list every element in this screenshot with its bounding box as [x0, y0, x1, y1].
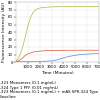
- mAS SPR-323 Monomers (0.1 mg/mL) + mAS SPR-324 Type 1 PFF (0.01 mg/mL): [98, 6, 100, 7]
- mAS SPR-324 Type 1 PFF (0.01 mg/mL): [57, 50, 58, 51]
- mAS SPR-323 Monomers (0.1 mg/mL) + mAS SPR-324 Type 1 PFF (0.01 mg/mL): [25, 35, 26, 36]
- mAS SPR-324 Type 1 PFF (0.01 mg/mL): [86, 50, 88, 51]
- mAS SPR-324 Type 1 PFF (0.01 mg/mL): [51, 50, 52, 51]
- mAS SPR-323 Monomers (0.1 mg/mL) + mAS SPR-324 Type 1 PFF (0.01 mg/mL): [22, 45, 24, 46]
- mAS SPR-323 Monomers (0.1 mg/mL) + mAS SPR-324 Type 1 PFF (0.01 mg/mL): [51, 6, 52, 8]
- mAS SPR-323 Monomers (0.1 mg/mL) + mAS SPR-324 Type 1 PFF (0.01 mg/mL): [63, 6, 64, 7]
- mAS SPR-323 Monomers (0.1 mg/mL): [39, 61, 40, 62]
- mAS SPR-323 Monomers (0.1 mg/mL) + mAS SPR-324 Type 1 PFF (0.01 mg/mL): [45, 7, 46, 8]
- mAS SPR-323 Monomers (0.1 mg/mL): [69, 56, 70, 57]
- mAS SPR-323 Monomers (0.1 mg/mL): [15, 61, 17, 62]
- mAS SPR-323 Monomers (0.1 mg/mL): [63, 57, 64, 58]
- mAS SPR-323 Monomers (0.1 mg/mL) + mAS SPR-324 Type 1 PFF (0.01 mg/mL): [32, 13, 33, 14]
- mAS SPR-323 Monomers (0.1 mg/mL): [27, 61, 28, 62]
- mAS SPR-323 Monomers (0.1 mg/mL) + mAS SPR-324 Type 1 PFF (0.01 mg/mL): [86, 6, 88, 7]
- mAS SPR-324 Type 1 PFF (0.01 mg/mL): [22, 57, 24, 58]
- mAS SPR-323 Monomers (0.1 mg/mL) + mAS SPR-324 Type 1 PFF (0.01 mg/mL): [30, 18, 31, 19]
- mAS SPR-324 Type 1 PFF (0.01 mg/mL): [63, 50, 64, 51]
- mAS SPR-323 Monomers (0.1 mg/mL) + mAS SPR-324 Type 1 PFF (0.01 mg/mL): [75, 6, 76, 7]
- mAS SPR-324 Type 1 PFF (0.01 mg/mL): [27, 53, 28, 54]
- mAS SPR-323 Monomers (0.1 mg/mL): [51, 60, 52, 62]
- mAS SPR-323 Monomers (0.1 mg/mL): [81, 54, 82, 55]
- X-axis label: Time (Minutes): Time (Minutes): [41, 71, 74, 75]
- mAS SPR-323 Monomers (0.1 mg/mL): [98, 53, 100, 54]
- mAS SPR-324 Type 1 PFF (0.01 mg/mL): [45, 50, 46, 51]
- mAS SPR-324 Type 1 PFF (0.01 mg/mL): [98, 50, 100, 51]
- mAS SPR-323 Monomers (0.1 mg/mL): [57, 59, 58, 60]
- mAS SPR-323 Monomers (0.1 mg/mL): [92, 53, 94, 54]
- mAS SPR-323 Monomers (0.1 mg/mL) + mAS SPR-324 Type 1 PFF (0.01 mg/mL): [20, 52, 21, 54]
- Line: mAS SPR-323 Monomers (0.1 mg/mL) + mAS SPR-324 Type 1 PFF (0.01 mg/mL): mAS SPR-323 Monomers (0.1 mg/mL) + mAS S…: [16, 6, 99, 61]
- Y-axis label: Fluorescence Intensity (AU): Fluorescence Intensity (AU): [2, 2, 6, 62]
- mAS SPR-324 Type 1 PFF (0.01 mg/mL): [25, 55, 26, 56]
- mAS SPR-324 Type 1 PFF (0.01 mg/mL): [15, 61, 17, 62]
- mAS SPR-323 Monomers (0.1 mg/mL) + mAS SPR-324 Type 1 PFF (0.01 mg/mL): [39, 7, 40, 9]
- mAS SPR-323 Monomers (0.1 mg/mL) + mAS SPR-324 Type 1 PFF (0.01 mg/mL): [27, 25, 28, 27]
- mAS SPR-323 Monomers (0.1 mg/mL): [33, 61, 34, 62]
- mAS SPR-324 Type 1 PFF (0.01 mg/mL): [39, 50, 40, 52]
- Line: mAS SPR-323 Monomers (0.1 mg/mL): mAS SPR-323 Monomers (0.1 mg/mL): [16, 54, 99, 62]
- mAS SPR-323 Monomers (0.1 mg/mL) + mAS SPR-324 Type 1 PFF (0.01 mg/mL): [37, 8, 38, 9]
- mAS SPR-323 Monomers (0.1 mg/mL): [21, 61, 22, 62]
- mAS SPR-324 Type 1 PFF (0.01 mg/mL): [33, 51, 34, 53]
- mAS SPR-323 Monomers (0.1 mg/mL): [86, 54, 88, 55]
- mAS SPR-323 Monomers (0.1 mg/mL) + mAS SPR-324 Type 1 PFF (0.01 mg/mL): [18, 58, 19, 59]
- mAS SPR-324 Type 1 PFF (0.01 mg/mL): [75, 50, 76, 51]
- mAS SPR-323 Monomers (0.1 mg/mL) + mAS SPR-324 Type 1 PFF (0.01 mg/mL): [34, 10, 36, 11]
- mAS SPR-323 Monomers (0.1 mg/mL) + mAS SPR-324 Type 1 PFF (0.01 mg/mL): [17, 60, 18, 61]
- mAS SPR-323 Monomers (0.1 mg/mL) + mAS SPR-324 Type 1 PFF (0.01 mg/mL): [15, 60, 17, 62]
- Line: mAS SPR-324 Type 1 PFF (0.01 mg/mL): mAS SPR-324 Type 1 PFF (0.01 mg/mL): [16, 50, 99, 62]
- mAS SPR-323 Monomers (0.1 mg/mL): [75, 55, 76, 56]
- Legend: mAS SPR-323 Monomers (0.1 mg/mL), mAS SPR-324 Type 1 PFF (0.01 mg/mL), mAS SPR-3: mAS SPR-323 Monomers (0.1 mg/mL), mAS SP…: [0, 81, 100, 99]
- mAS SPR-323 Monomers (0.1 mg/mL): [45, 61, 46, 62]
- mAS SPR-324 Type 1 PFF (0.01 mg/mL): [20, 59, 21, 60]
- mAS SPR-324 Type 1 PFF (0.01 mg/mL): [18, 60, 19, 62]
